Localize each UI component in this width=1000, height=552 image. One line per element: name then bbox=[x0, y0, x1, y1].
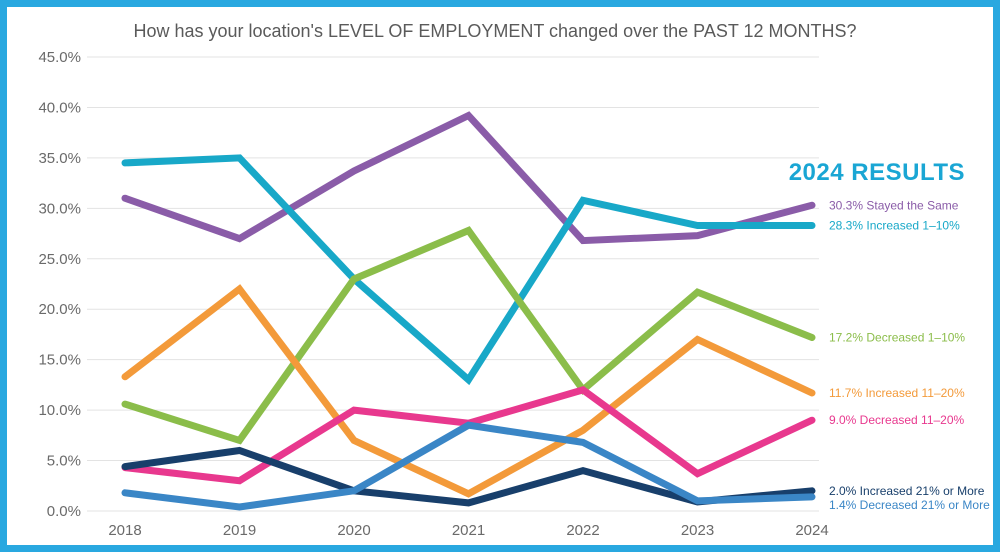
x-tick-label: 2019 bbox=[223, 522, 256, 539]
x-tick-label: 2020 bbox=[337, 522, 370, 539]
series-layer bbox=[121, 111, 816, 511]
series-line-2 bbox=[121, 226, 816, 445]
series-end-label-1: 28.3% Increased 1–10% bbox=[829, 218, 960, 232]
series-line-0 bbox=[121, 111, 816, 245]
grid-layer bbox=[87, 56, 819, 512]
y-tick-label: 20.0% bbox=[38, 301, 81, 318]
y-tick-label: 45.0% bbox=[38, 49, 81, 66]
y-tick-label: 10.0% bbox=[38, 402, 81, 419]
x-axis-ticks: 2018 2019 2020 2021 2022 2023 2024 bbox=[108, 522, 828, 539]
series-end-label-3: 11.7% Increased 11–20% bbox=[829, 386, 965, 400]
series-end-label-0: 30.3% Stayed the Same bbox=[829, 198, 959, 212]
y-tick-label: 5.0% bbox=[47, 453, 81, 470]
chart-title: How has your location's LEVEL OF EMPLOYM… bbox=[133, 21, 856, 41]
series-end-label-6: 1.4% Decreased 21% or More bbox=[829, 498, 990, 512]
y-tick-label: 40.0% bbox=[38, 99, 81, 116]
x-tick-label: 2022 bbox=[566, 522, 599, 539]
y-tick-label: 25.0% bbox=[38, 251, 81, 268]
x-tick-label: 2018 bbox=[108, 522, 141, 539]
series-line-6 bbox=[121, 421, 816, 511]
x-tick-label: 2024 bbox=[795, 522, 828, 539]
y-tick-label: 0.0% bbox=[47, 503, 81, 520]
series-end-label-4: 9.0% Decreased 11–20% bbox=[829, 413, 965, 427]
y-tick-label: 15.0% bbox=[38, 352, 81, 369]
x-tick-label: 2023 bbox=[681, 522, 714, 539]
end-labels: 30.3% Stayed the Same 28.3% Increased 1–1… bbox=[829, 198, 990, 512]
y-tick-label: 30.0% bbox=[38, 200, 81, 217]
y-tick-label: 35.0% bbox=[38, 150, 81, 167]
series-line-1 bbox=[121, 154, 816, 386]
line-chart: How has your location's LEVEL OF EMPLOYM… bbox=[38, 21, 990, 539]
series-end-label-5: 2.0% Increased 21% or More bbox=[829, 484, 985, 498]
series-end-label-2: 17.2% Decreased 1–10% bbox=[829, 330, 965, 344]
results-heading: 2024 RESULTS bbox=[789, 159, 965, 186]
series-line-3 bbox=[121, 284, 816, 498]
y-axis-ticks: 0.0% 5.0% 10.0% 15.0% 20.0% 25.0% 30.0% 35.0% 40… bbox=[38, 49, 81, 520]
x-tick-label: 2021 bbox=[452, 522, 485, 539]
